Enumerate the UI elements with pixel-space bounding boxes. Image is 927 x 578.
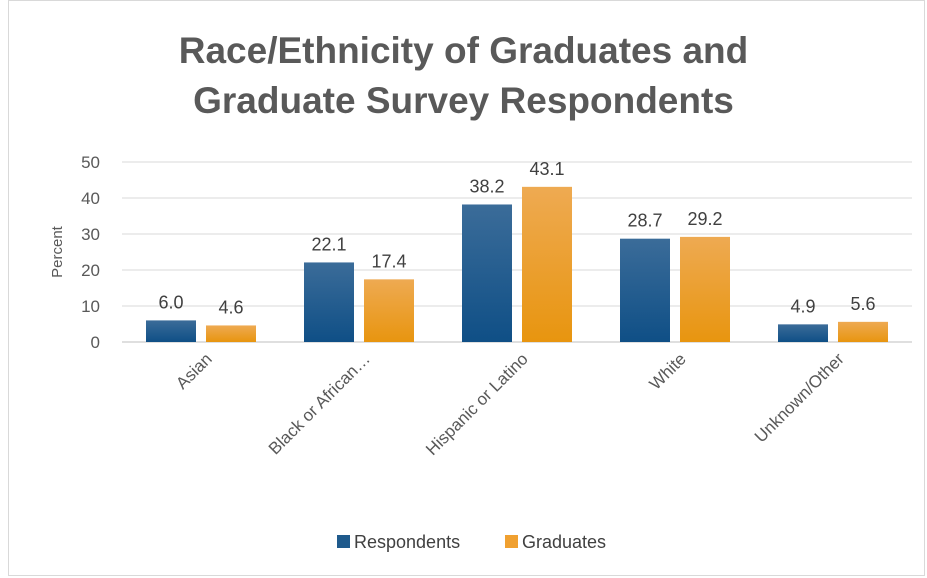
bar-respondents (620, 238, 670, 342)
y-tick-label: 50 (81, 153, 100, 172)
data-label: 4.9 (790, 296, 815, 316)
data-label: 6.0 (158, 292, 183, 312)
bar-respondents (304, 262, 354, 342)
chart-title-line1: Race/Ethnicity of Graduates and (178, 30, 749, 71)
bar-graduates (680, 236, 730, 342)
x-tick-label: White (646, 349, 690, 393)
x-tick-label: Hispanic or Latino (422, 349, 532, 459)
y-axis-label: Percent (49, 225, 66, 278)
bar-respondents (778, 324, 828, 342)
data-labels: 6.0 4.6 22.1 17.4 38.2 43.1 28.7 29.2 4.9 5.6 (158, 159, 875, 318)
bars (146, 186, 888, 342)
legend: Respondents Graduates (337, 532, 606, 552)
bar-graduates (206, 325, 256, 342)
bar-graduates (838, 321, 888, 342)
legend-label: Graduates (522, 532, 606, 552)
bar-graduates (364, 279, 414, 342)
data-label: 4.6 (218, 297, 243, 317)
bar-respondents (146, 320, 196, 342)
x-tick-label: Black or African… (265, 349, 374, 458)
legend-swatch-graduates (505, 535, 518, 548)
data-label: 17.4 (371, 251, 406, 271)
y-tick-label: 40 (81, 189, 100, 208)
y-axis-ticks: 0 10 20 30 40 50 (81, 153, 100, 352)
data-label: 38.2 (469, 176, 504, 196)
data-label: 28.7 (627, 211, 662, 231)
data-label: 5.6 (850, 294, 875, 314)
data-label: 29.2 (687, 209, 722, 229)
bar-respondents (462, 204, 512, 342)
legend-swatch-respondents (337, 535, 350, 548)
legend-label: Respondents (354, 532, 460, 552)
x-tick-label: Unknown/Other (751, 349, 848, 446)
category-labels: Asian Black or African… Hispanic or Latino… (172, 349, 848, 459)
x-tick-label: Asian (172, 349, 216, 393)
chart-title: Race/Ethnicity of Graduates and Graduate… (0, 26, 927, 126)
y-tick-label: 20 (81, 261, 100, 280)
bar-graduates (522, 186, 572, 342)
y-tick-label: 0 (91, 333, 100, 352)
data-label: 22.1 (311, 234, 346, 254)
data-label: 43.1 (529, 159, 564, 179)
y-tick-label: 30 (81, 225, 100, 244)
chart-title-line2: Graduate Survey Respondents (193, 80, 734, 121)
y-tick-label: 10 (81, 297, 100, 316)
